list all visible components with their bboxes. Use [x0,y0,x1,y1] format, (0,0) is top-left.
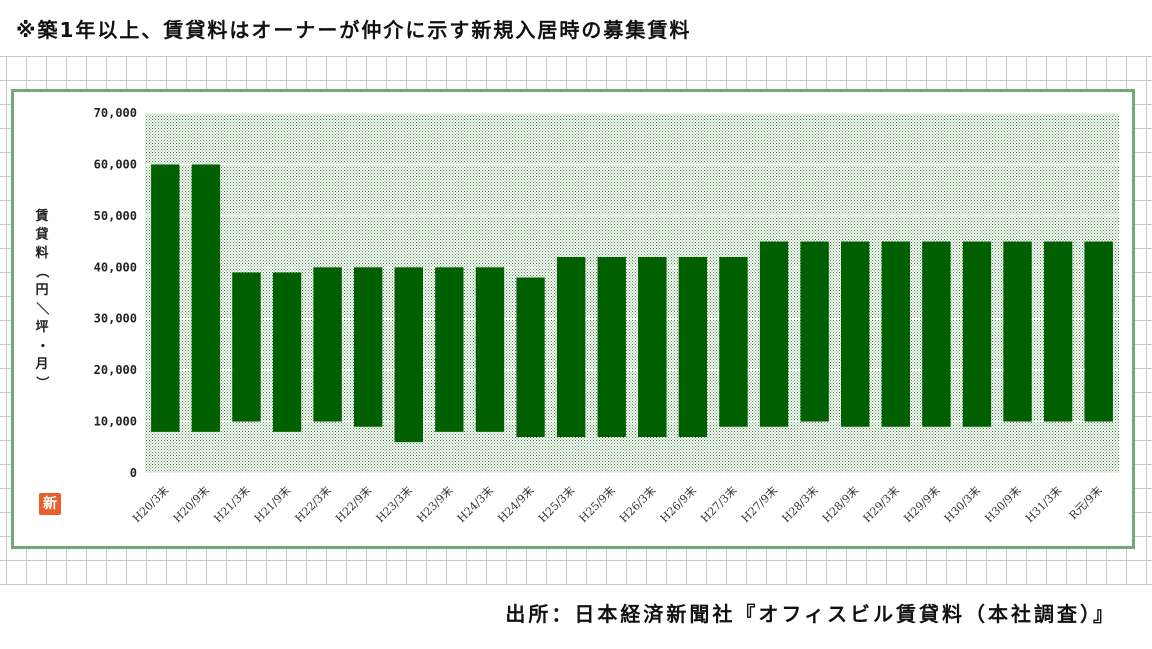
range-bar [881,241,910,427]
x-tick-label: H25/3末 [535,483,577,525]
x-tick-label: H26/9末 [657,483,699,525]
range-bar [394,267,423,443]
y-tick-label: 30,000 [94,312,137,326]
x-tick-label: H21/3末 [211,483,253,525]
y-axis-label-char: （ [34,265,50,278]
plot-area-background [145,113,1119,473]
range-bar [800,241,829,422]
range-bar [922,241,951,427]
chart-frame: 0 10,000 20,000 30,000 40,000 50,000 60,000 70,… [11,89,1135,549]
y-tick-label: 20,000 [94,363,137,377]
range-bar [638,257,667,437]
x-tick-label: H28/9末 [819,483,861,525]
y-axis-label-char: 賃 [34,208,48,224]
shin-logo-icon: 新 [39,493,61,515]
y-axis-label-char: 円 [35,283,48,298]
x-tick-label: H23/9末 [414,483,456,525]
y-axis-label-char: 月 [34,357,48,372]
x-tick-label: H30/9末 [982,483,1024,525]
x-tick-label: H30/3末 [941,483,983,525]
range-bar [151,164,180,432]
x-tick-label: R元/9末 [1066,483,1105,522]
range-bar [556,257,586,437]
range-bar [1043,241,1073,422]
range-bar [272,272,302,432]
range-bar [475,267,505,432]
x-tick-label: H24/3末 [454,483,496,525]
y-tick-label: 10,000 [94,415,137,429]
y-axis-label-char: 料 [35,245,48,261]
x-tick-label: H21/9末 [251,483,293,525]
range-bar [191,164,221,432]
chart-note: ※築1年以上、賃貸料はオーナーが仲介に示す新規入居時の募集賃料 [16,18,692,42]
source-band [0,584,1152,649]
range-bar [759,241,789,427]
x-tick-label: H26/3末 [616,483,658,525]
y-axis-label-char: ） [34,376,50,389]
x-tick-label: H20/3末 [129,483,171,525]
range-bar [597,257,626,437]
x-tick-label: H20/9末 [170,483,212,525]
range-bar [678,257,708,437]
x-tick-label: H31/3末 [1022,483,1064,525]
y-tick-label: 40,000 [94,260,137,274]
range-bar [1084,241,1113,422]
range-bar [516,277,545,437]
y-tick-label: 50,000 [94,209,137,223]
y-tick-label: 70,000 [94,106,137,120]
y-axis-label-char: ・ [34,339,49,352]
range-bar [232,272,261,422]
title-band: ※築1年以上、賃貸料はオーナーが仲介に示す新規入居時の募集賃料 [0,0,1152,57]
x-tick-label: H24/9末 [495,483,537,525]
range-bar [313,267,342,422]
source-credit: 出所：日本経済新聞社『オフィスビル賃貸料（本社調査）』 [505,602,1116,626]
y-axis-label-char: ／ [34,302,50,315]
x-tick-label: H22/9末 [332,483,374,525]
y-tick-label: 0 [130,466,137,480]
x-tick-label: H27/3末 [698,483,740,525]
y-axis-label-char: 貸 [35,227,48,243]
x-tick-label: H23/3末 [373,483,415,525]
x-tick-label: H29/9末 [901,483,943,525]
y-tick-label: 60,000 [94,157,137,171]
range-bar-chart: 0 10,000 20,000 30,000 40,000 50,000 60,000 70,… [34,106,1119,525]
x-tick-label: H27/9末 [738,483,780,525]
range-bar [354,267,383,427]
x-tick-label: H25/9末 [576,483,618,525]
range-bar [962,241,992,427]
range-bar [719,257,748,427]
x-tick-label: H22/3末 [292,483,334,525]
x-tick-label: H28/3末 [779,483,821,525]
range-bar [841,241,870,427]
range-bar [435,267,464,432]
range-bar [1003,241,1032,422]
y-axis-label-char: 坪 [35,320,48,335]
x-tick-label: H29/3末 [860,483,902,525]
